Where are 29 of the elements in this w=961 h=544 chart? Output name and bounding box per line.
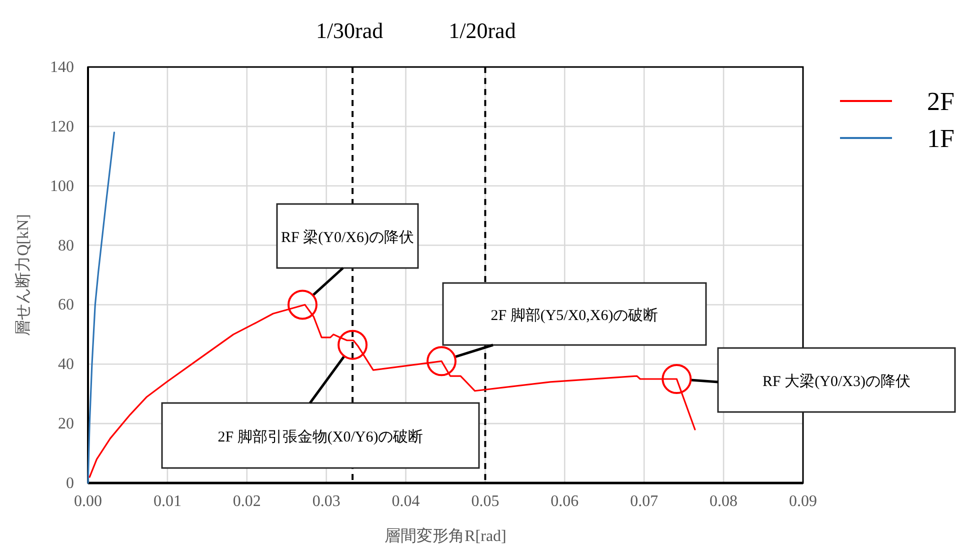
annotation: RF 梁(Y0/X6)の降伏 <box>281 229 414 246</box>
line-series <box>87 132 116 484</box>
x-tick-label: 0.01 <box>153 493 182 510</box>
y-tick-label: 100 <box>50 178 74 195</box>
y-tick-label: 0 <box>66 475 74 492</box>
y-tick-label: 40 <box>58 356 74 374</box>
annotation: 2F 脚部(Y5/X0,X6)の破断 <box>490 307 658 324</box>
ref-line-label: 1/30rad <box>316 18 384 43</box>
annotation: RF 大梁(Y0/X3)の降伏 <box>762 373 910 390</box>
x-tick-label: 0.06 <box>550 493 579 510</box>
x-tick-label: 0.05 <box>471 493 500 510</box>
legend-label: 1F <box>927 124 954 153</box>
y-axis-title: 層せん断力Q[kN] <box>14 214 32 336</box>
y-tick-label: 20 <box>58 416 74 433</box>
x-tick-label: 0.07 <box>630 493 658 510</box>
annotation: 2F 脚部引張金物(X0/Y6)の破断 <box>218 428 424 446</box>
x-tick-label: 0.08 <box>710 493 738 510</box>
y-tick-label: 140 <box>50 59 74 76</box>
y-tick-label: 80 <box>58 237 74 254</box>
ref-line-label: 1/20rad <box>448 18 516 43</box>
x-tick-label: 0.00 <box>74 493 102 510</box>
x-axis-title: 層間変形角R[rad] <box>384 527 506 544</box>
legend-label: 2F <box>927 87 954 116</box>
y-tick-label: 60 <box>58 296 74 314</box>
x-tick-label: 0.02 <box>232 493 261 510</box>
y-tick-label: 120 <box>50 118 74 136</box>
x-tick-label: 0.03 <box>312 493 340 510</box>
x-tick-label: 0.04 <box>392 493 420 510</box>
x-tick-label: 0.09 <box>789 493 817 510</box>
